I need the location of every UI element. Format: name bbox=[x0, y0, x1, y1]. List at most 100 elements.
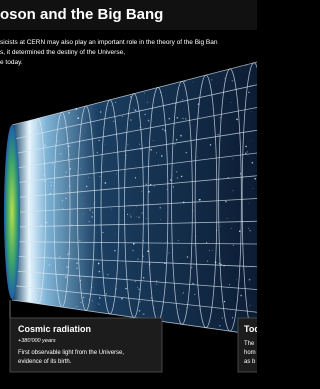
star bbox=[147, 102, 148, 103]
star bbox=[158, 164, 159, 165]
star bbox=[68, 145, 70, 147]
star bbox=[45, 145, 46, 146]
star bbox=[150, 149, 152, 151]
star bbox=[229, 284, 230, 285]
star bbox=[227, 218, 228, 219]
star bbox=[132, 250, 134, 252]
star bbox=[160, 92, 161, 93]
star bbox=[143, 277, 144, 278]
panel-text: as b bbox=[244, 359, 256, 365]
star bbox=[130, 96, 131, 97]
star bbox=[216, 230, 217, 231]
star bbox=[246, 268, 247, 269]
star bbox=[97, 152, 99, 154]
star bbox=[50, 193, 51, 194]
star bbox=[252, 64, 253, 65]
star bbox=[239, 230, 241, 232]
star bbox=[182, 118, 183, 119]
star bbox=[113, 121, 114, 122]
star bbox=[76, 306, 77, 307]
star bbox=[223, 265, 224, 266]
star bbox=[52, 163, 53, 164]
star bbox=[104, 145, 105, 146]
star bbox=[42, 180, 43, 181]
star bbox=[65, 172, 66, 173]
star bbox=[183, 292, 184, 293]
star bbox=[182, 83, 183, 84]
star bbox=[187, 256, 189, 258]
origin-disk bbox=[4, 125, 20, 299]
star bbox=[161, 155, 163, 157]
star bbox=[236, 279, 237, 280]
star bbox=[210, 144, 211, 145]
star bbox=[135, 281, 136, 282]
star bbox=[55, 156, 56, 157]
star bbox=[76, 116, 77, 117]
star bbox=[182, 99, 183, 100]
star bbox=[167, 182, 168, 183]
star bbox=[92, 300, 93, 301]
star bbox=[39, 208, 40, 209]
star bbox=[46, 222, 47, 223]
star bbox=[219, 325, 221, 327]
star bbox=[79, 240, 80, 241]
star bbox=[174, 117, 175, 118]
star bbox=[175, 144, 176, 145]
star bbox=[138, 259, 139, 260]
subtitle-line: e today. bbox=[0, 59, 23, 66]
star bbox=[251, 140, 252, 141]
star bbox=[137, 287, 138, 288]
star bbox=[143, 240, 144, 241]
star bbox=[89, 221, 90, 222]
panel-date: +380'000 years bbox=[18, 338, 56, 344]
star bbox=[130, 119, 131, 120]
star bbox=[252, 162, 253, 163]
star bbox=[68, 112, 70, 114]
star bbox=[147, 250, 149, 252]
star bbox=[250, 85, 252, 87]
star bbox=[69, 154, 70, 155]
star bbox=[126, 158, 127, 159]
star bbox=[240, 173, 242, 175]
star bbox=[130, 216, 131, 217]
star bbox=[111, 209, 112, 210]
star bbox=[98, 303, 99, 304]
star bbox=[99, 271, 101, 273]
subtitle-line: s, it determined the destiny of the Univ… bbox=[0, 49, 125, 56]
star bbox=[135, 177, 136, 178]
star bbox=[80, 169, 81, 170]
star bbox=[143, 313, 145, 315]
panel-title: Tod bbox=[244, 324, 257, 334]
star bbox=[70, 168, 71, 169]
star bbox=[65, 277, 67, 279]
star bbox=[115, 288, 117, 290]
star bbox=[143, 256, 144, 257]
star bbox=[184, 81, 185, 82]
star bbox=[125, 288, 126, 289]
star bbox=[224, 301, 226, 303]
star bbox=[89, 209, 91, 211]
star bbox=[199, 117, 200, 118]
star bbox=[192, 283, 194, 285]
star bbox=[237, 266, 238, 267]
star bbox=[180, 135, 182, 137]
star bbox=[224, 78, 225, 79]
star bbox=[233, 245, 234, 246]
star bbox=[62, 200, 64, 202]
star bbox=[98, 304, 99, 305]
star bbox=[222, 318, 223, 319]
star bbox=[59, 256, 61, 258]
star bbox=[170, 179, 172, 181]
star bbox=[57, 141, 58, 142]
star bbox=[65, 148, 66, 149]
star bbox=[153, 140, 154, 141]
star bbox=[44, 174, 45, 175]
star bbox=[83, 297, 84, 298]
star bbox=[176, 171, 177, 172]
star bbox=[93, 260, 94, 261]
star bbox=[66, 266, 68, 268]
star bbox=[232, 80, 233, 81]
star bbox=[217, 134, 219, 136]
star bbox=[169, 252, 170, 253]
star bbox=[92, 212, 93, 213]
